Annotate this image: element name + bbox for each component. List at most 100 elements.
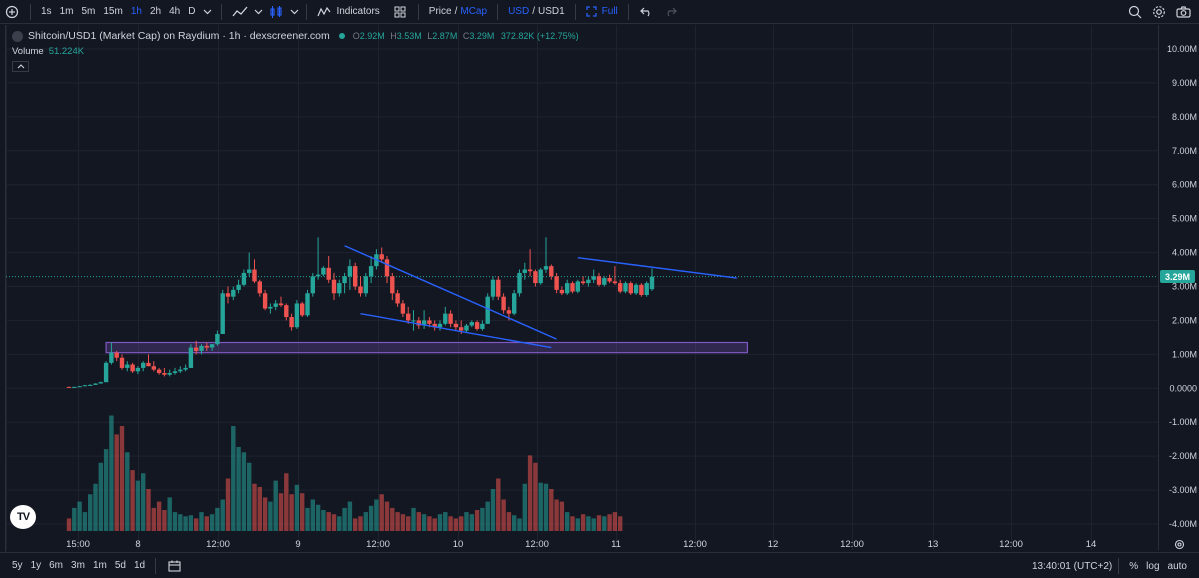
time-tick-label: 12:00 [206,539,230,550]
chevron-down-icon[interactable] [199,0,215,24]
tradingview-logo[interactable]: TV [10,505,36,529]
candle [88,384,93,386]
symbol-title[interactable]: Shitcoin/USD1 (Market Cap) on Raydium · … [28,30,330,42]
price-tick-label: 9.00M [1172,78,1197,88]
layout-grid-icon[interactable] [388,0,412,24]
currency-toggle[interactable]: USD / USD1 [504,0,569,24]
timeframe-1m-button[interactable]: 1m [59,6,74,17]
bottom-bar: 5y 1y 6m 3m 1m 5d 1d 13:40:01 (UTC+2) % log au… [0,552,1199,578]
candle-chart-icon[interactable] [264,0,288,24]
timeframe-5m-button[interactable]: 5m [81,6,96,17]
candle [220,289,225,334]
price-scale[interactable]: 10.00M 9.00M 8.00M 7.00M 6.00M 5.00M 4.00M 3.00… [1158,25,1199,550]
undo-icon[interactable] [635,0,659,24]
full-button[interactable]: Full [582,0,622,24]
candle-body [559,289,565,294]
candle-body [194,347,199,351]
indicators-button[interactable]: Indicators [313,0,383,24]
chevron-down-icon[interactable] [252,0,264,24]
time-tick-label: 12:00 [999,539,1023,550]
candlestick-chart[interactable] [6,25,1158,550]
candle [215,330,220,346]
candle [517,269,522,297]
quick-search-icon[interactable] [1123,0,1147,24]
chevron-down-icon[interactable] [288,0,300,24]
candle [490,276,496,301]
volume-bar [204,516,209,531]
volume-bar [103,449,109,531]
candle [278,296,284,307]
camera-icon[interactable] [1171,0,1195,24]
candle-body [432,323,437,328]
volume-bar [109,415,114,531]
price-tick-label: 5.00M [1172,214,1197,224]
volume-bar [93,483,98,531]
time-axis-settings-icon[interactable] [1172,537,1186,551]
volume-bar [141,473,146,531]
candle-body [416,320,421,326]
timeframe-d-button[interactable]: D [188,6,196,17]
price-tick-label: 7.00M [1172,146,1197,156]
slash-label: / [454,6,458,17]
candle [162,367,167,377]
goto-date-icon[interactable] [162,554,186,578]
volume-bar [77,501,82,531]
range-3m-button[interactable]: 3m [71,560,85,571]
candle-body [639,284,644,295]
candle-body [93,383,98,385]
candle [527,249,533,277]
volume-bar [538,482,543,531]
candle-body [533,271,538,284]
toolbar-divider [574,3,576,20]
ohlc-values: O2.92M H3.53M L2.87M C3.29M 372.82K (+12… [352,31,579,41]
candle-body [384,259,390,277]
toolbar-divider [497,3,499,20]
price-tick-label: 0.0000 [1169,383,1197,393]
range-1m-button[interactable]: 1m [92,560,107,571]
volume-bar [294,484,300,531]
timeframe-15m-button[interactable]: 15m [103,6,123,17]
percent-scale-toggle[interactable]: % [1129,560,1139,572]
range-1d-button[interactable]: 1d [133,560,146,571]
candle [453,320,459,331]
range-5d-button[interactable]: 5d [114,560,126,571]
price-tick-label: -2.00M [1169,451,1197,461]
range-5y-button[interactable]: 5y [12,560,23,571]
candle-body [337,283,342,294]
line-chart-icon[interactable] [228,0,252,24]
volume-bar [533,462,538,531]
volume-bar [188,515,194,531]
settings-gear-icon[interactable] [1147,0,1171,24]
candle [474,320,480,331]
candle-body [241,272,247,285]
timeframe-1s-button[interactable]: 1s [41,6,52,17]
time-axis[interactable]: 15:00 8 12:00 9 12:00 10 12:00 11 12:00 12 12:00 13… [6,534,1158,552]
redo-icon[interactable] [659,0,683,24]
candle-body [512,293,517,314]
candle-body [135,367,141,372]
candle [633,283,639,295]
timeframe-1h-button[interactable]: 1h [130,6,142,17]
volume-bar [347,501,353,531]
add-symbol-icon[interactable] [0,0,24,24]
range-1y-button[interactable]: 1y [30,560,42,571]
timezone-clock[interactable]: 13:40:01 (UTC+2) [1031,560,1113,572]
range-6m-button[interactable]: 6m [49,560,64,571]
candle-body [204,345,209,348]
volume-bar [453,518,459,531]
candle-body [209,344,215,348]
volume-bar [326,512,331,531]
timeframe-4h-button[interactable]: 4h [169,6,181,17]
log-scale-toggle[interactable]: log [1146,560,1160,572]
candle-body [649,276,655,290]
candle [119,354,125,370]
volume-bar [406,516,411,531]
price-mcap-toggle[interactable]: Price / MCap [425,0,491,24]
candle-body [125,364,130,368]
auto-scale-toggle[interactable]: auto [1167,560,1187,572]
collapse-legend-button[interactable] [12,61,29,72]
candle [596,272,602,287]
timeframe-2h-button[interactable]: 2h [149,6,162,17]
fullscreen-icon [586,6,597,17]
candle [639,283,644,297]
